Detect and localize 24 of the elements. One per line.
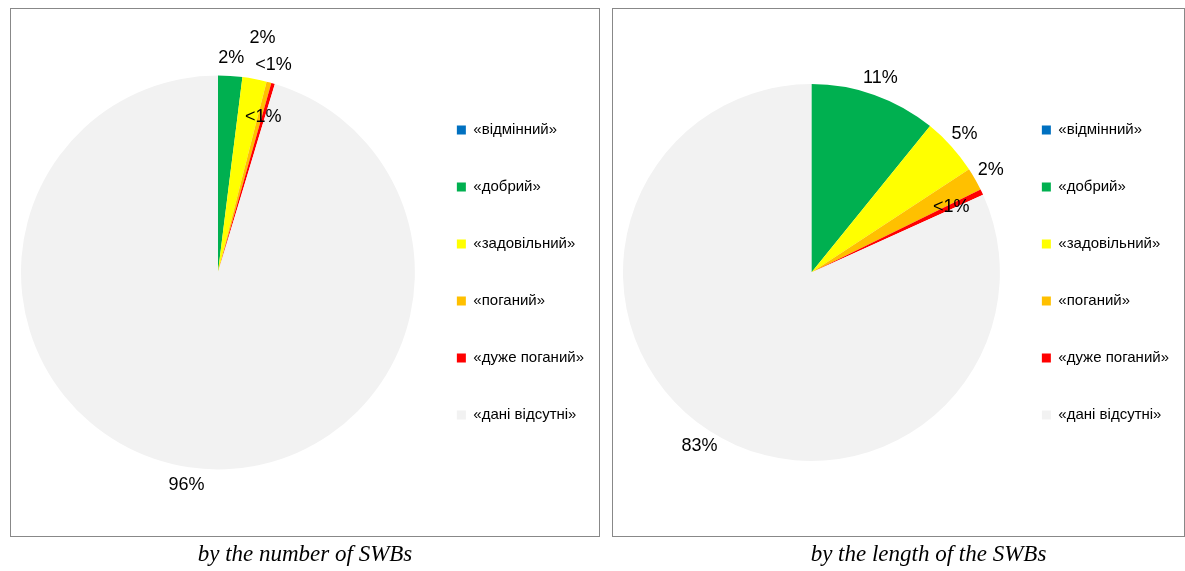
legend-label: «дані відсутні» [1058, 405, 1162, 423]
legend-label: «дуже поганий» [1058, 348, 1169, 366]
text: by the number of SWBs [196, 541, 414, 567]
legend-label: «добрий» [1058, 177, 1126, 195]
legend-label: «дуже поганий» [473, 348, 584, 366]
legend-label: «добрий» [473, 177, 541, 195]
legend-label: «відмінний» [473, 120, 558, 138]
data-label: 11% [863, 66, 898, 87]
legend-label: «задовільний» [1058, 234, 1161, 252]
legend-label: «відмінний» [1058, 120, 1143, 138]
legend-label: «дані відсутні» [473, 405, 577, 423]
data-label: 2% [249, 26, 276, 47]
data-label: <1% [244, 106, 282, 127]
data-label: <1% [932, 195, 970, 216]
legend-label: «задовільний» [473, 234, 576, 252]
data-label: <1% [255, 53, 292, 74]
text: by the length of the SWBs [809, 541, 1048, 567]
data-label: 2% [977, 159, 1004, 180]
data-label: 2% [218, 46, 245, 67]
legend-label: «поганий» [1058, 291, 1131, 309]
data-label: 83% [681, 434, 718, 455]
data-label: 5% [951, 123, 978, 144]
legend-label: «поганий» [473, 291, 546, 309]
data-label: 96% [168, 474, 205, 495]
